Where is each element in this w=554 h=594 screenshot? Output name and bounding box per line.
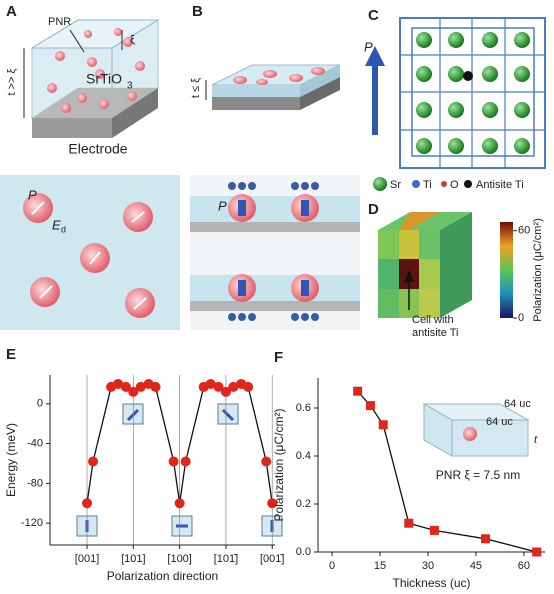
marker — [82, 498, 93, 509]
label: SrTiO — [86, 71, 122, 87]
inset-label: 64 uc — [486, 416, 513, 428]
marker — [365, 401, 375, 411]
label: 3 — [127, 81, 133, 92]
x-tick-label: [101̄] — [214, 553, 238, 565]
panel-label: A — [6, 3, 17, 20]
legend-label: O — [450, 179, 459, 191]
marker — [168, 456, 179, 467]
x-tick-label: [001] — [75, 553, 99, 565]
legend-label: Antisite Ti — [476, 179, 524, 191]
y-tick-label: -40 — [27, 438, 43, 450]
marker — [213, 381, 224, 392]
inset-label: t — [534, 434, 538, 446]
colorbar-tick-label: 60 — [518, 225, 530, 237]
label: P — [28, 187, 37, 202]
label: PNR — [48, 16, 71, 28]
marker — [228, 381, 239, 392]
marker — [378, 420, 388, 430]
marker — [135, 381, 146, 392]
x-tick-label: 45 — [470, 560, 482, 572]
inset-label: 64 uc — [504, 398, 531, 410]
panel-a-top — [23, 19, 160, 138]
panel-d-cubes — [378, 212, 513, 318]
y-tick-label: 0.6 — [296, 402, 311, 414]
panel-label: C — [368, 7, 379, 24]
inset-box — [422, 403, 530, 457]
marker — [481, 534, 491, 544]
marker — [205, 378, 216, 389]
inset-caption: PNR ξ = 7.5 nm — [436, 468, 520, 482]
marker — [220, 386, 231, 397]
y-tick-label: 0 — [37, 398, 43, 410]
label: P — [364, 39, 373, 54]
x-tick-label: 15 — [374, 560, 386, 572]
marker — [532, 547, 542, 557]
panel-b-bottom — [190, 175, 360, 330]
label: Electrode — [68, 141, 127, 157]
marker — [88, 456, 99, 467]
y-tick-label: -120 — [21, 517, 43, 529]
marker — [404, 518, 414, 528]
x-tick-label: 60 — [518, 560, 530, 572]
y-tick-label: -80 — [27, 477, 43, 489]
label: d — [61, 224, 66, 234]
panel-label: B — [192, 3, 203, 20]
marker — [243, 381, 254, 392]
label: ξ — [130, 34, 135, 46]
panel-label: D — [368, 201, 379, 218]
y-tick-label: 0.4 — [296, 450, 311, 462]
colorbar-title: Polarization (μC/cm²) — [532, 218, 544, 322]
x-tick-label: 0 — [329, 560, 335, 572]
x-axis-label: Thickness (uc) — [392, 576, 470, 590]
panel-label: E — [6, 346, 16, 363]
marker — [267, 498, 278, 509]
label: t >> ξ — [6, 68, 18, 95]
panel-c-lattice — [365, 17, 546, 191]
legend-label: Sr — [390, 179, 401, 191]
panel-a-bottom — [0, 175, 180, 330]
label: E — [52, 217, 61, 232]
y-axis-label: Energy (meV) — [4, 423, 18, 497]
x-tick-label: [001̄] — [260, 553, 284, 565]
annotation: antisite Ti — [412, 327, 458, 339]
panel-b-top — [205, 64, 341, 110]
marker — [120, 381, 131, 392]
marker — [261, 456, 272, 467]
annotation: Cell with — [412, 314, 454, 326]
marker — [353, 386, 363, 396]
marker — [174, 498, 185, 509]
marker — [429, 525, 439, 535]
marker — [113, 378, 124, 389]
colorbar-tick-label: 0 — [518, 312, 524, 324]
x-axis-label: Polarization direction — [107, 569, 218, 583]
y-tick-label: 0.0 — [296, 546, 311, 558]
panel-label: F — [274, 349, 283, 366]
x-tick-label: [101] — [121, 553, 145, 565]
x-tick-label: [100] — [167, 553, 191, 565]
label: P — [218, 198, 227, 213]
y-axis-label: Polarization (μC/cm²) — [272, 409, 286, 522]
label: t ≤ ξ — [190, 78, 202, 98]
marker — [180, 456, 191, 467]
legend-label: Ti — [423, 179, 432, 191]
marker — [150, 381, 161, 392]
y-tick-label: 0.2 — [296, 498, 311, 510]
marker — [128, 386, 139, 397]
x-tick-label: 30 — [422, 560, 434, 572]
